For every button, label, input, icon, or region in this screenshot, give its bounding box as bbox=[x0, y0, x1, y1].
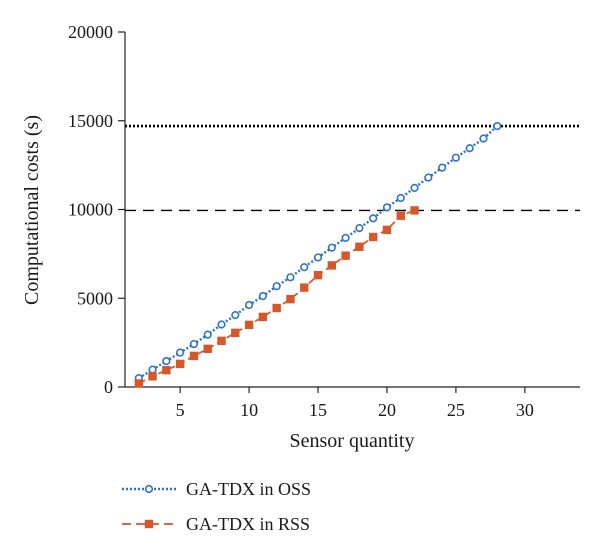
x-tick-label: 5 bbox=[176, 400, 185, 420]
series-2 bbox=[134, 206, 419, 388]
y-tick-label: 5000 bbox=[77, 288, 113, 308]
data-point bbox=[217, 336, 226, 346]
data-point bbox=[341, 233, 350, 242]
data-point bbox=[272, 303, 281, 313]
data-point bbox=[148, 372, 157, 381]
y-tick-label: 20000 bbox=[68, 22, 113, 42]
data-point bbox=[313, 253, 323, 262]
data-point bbox=[327, 261, 337, 270]
data-point bbox=[272, 282, 281, 291]
data-point bbox=[369, 214, 378, 223]
data-point bbox=[189, 339, 199, 349]
x-axis-label: Sensor quantity bbox=[290, 430, 415, 452]
x-tick-label: 10 bbox=[240, 400, 258, 420]
x-tick-label: 25 bbox=[447, 400, 465, 420]
reference-lines bbox=[125, 124, 580, 212]
legend-label: GA-TDX in OSS bbox=[186, 479, 311, 499]
data-point bbox=[162, 356, 171, 366]
data-point bbox=[258, 312, 268, 322]
data-point bbox=[355, 224, 364, 233]
y-ticks: 0 5000 10000 15000 20000 bbox=[68, 22, 125, 397]
data-point bbox=[493, 121, 502, 131]
data-point bbox=[424, 173, 433, 182]
data-point bbox=[134, 379, 143, 388]
data-point bbox=[396, 211, 405, 220]
data-point bbox=[175, 359, 185, 369]
data-point bbox=[203, 344, 212, 354]
data-point bbox=[300, 263, 309, 272]
data-point bbox=[382, 203, 392, 212]
data-point bbox=[341, 251, 350, 260]
y-tick-label: 15000 bbox=[68, 111, 113, 131]
data-point bbox=[176, 348, 185, 357]
legend-label: GA-TDX in RSS bbox=[186, 514, 310, 534]
x-tick-label: 20 bbox=[378, 400, 396, 420]
data-point bbox=[410, 183, 419, 192]
y-tick-label: 0 bbox=[104, 377, 113, 397]
legend-swatch-marker bbox=[144, 519, 154, 529]
y-axis-label: Computational costs (s) bbox=[21, 115, 43, 305]
data-point bbox=[451, 153, 461, 162]
data-point bbox=[300, 283, 309, 292]
y-tick-label: 10000 bbox=[68, 200, 113, 220]
data-point bbox=[217, 320, 226, 329]
data-point bbox=[286, 273, 295, 282]
legend-swatch-marker bbox=[144, 484, 154, 494]
plot-area: 0 5000 10000 15000 20000 5 10 15 20 25 30 bbox=[68, 22, 580, 420]
data-point bbox=[382, 225, 392, 235]
data-point bbox=[313, 270, 323, 280]
data-point bbox=[189, 351, 199, 361]
legend-item: GA-TDX in RSS bbox=[122, 514, 310, 534]
data-point bbox=[410, 206, 419, 215]
data-point bbox=[258, 292, 267, 301]
data-point bbox=[355, 242, 364, 251]
x-tick-label: 15 bbox=[309, 400, 327, 420]
x-ticks: 5 10 15 20 25 30 bbox=[176, 387, 534, 420]
legend: GA-TDX in OSS GA-TDX in RSS bbox=[122, 479, 311, 534]
data-point bbox=[203, 330, 212, 339]
series-1 bbox=[134, 121, 502, 383]
data-point bbox=[479, 134, 488, 143]
data-point bbox=[286, 294, 295, 304]
data-point bbox=[231, 328, 240, 338]
legend-item: GA-TDX in OSS bbox=[122, 479, 311, 499]
series-layer bbox=[134, 121, 502, 388]
data-point bbox=[244, 300, 254, 310]
data-point bbox=[368, 232, 378, 242]
data-point bbox=[244, 320, 254, 330]
data-point bbox=[465, 144, 474, 153]
data-point bbox=[438, 163, 447, 172]
data-point bbox=[162, 365, 171, 375]
data-point bbox=[148, 365, 157, 374]
data-point bbox=[231, 311, 240, 320]
data-point bbox=[327, 243, 336, 252]
x-tick-label: 30 bbox=[516, 400, 534, 420]
data-point bbox=[396, 193, 405, 203]
